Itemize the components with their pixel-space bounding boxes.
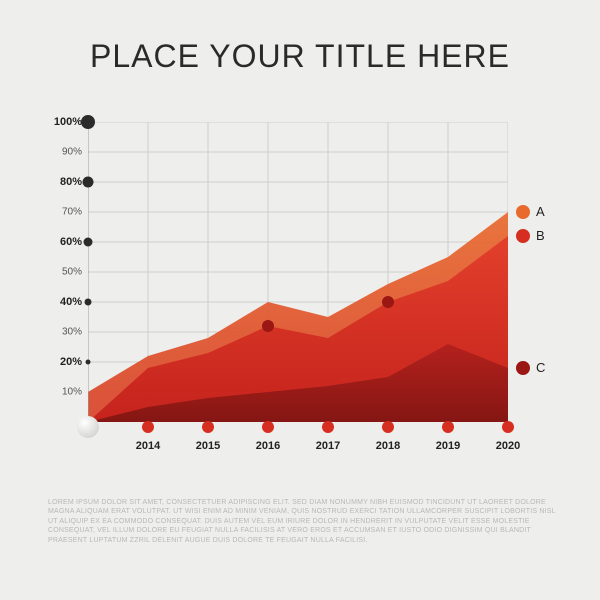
y-axis-marker: [84, 238, 93, 247]
x-tick-label: 2020: [496, 440, 520, 452]
data-point-marker: [262, 320, 274, 332]
plot-area: [88, 122, 508, 422]
y-tick-label: 100%: [54, 116, 82, 128]
x-axis-marker: [322, 421, 334, 433]
y-tick-label: 50%: [62, 267, 82, 278]
legend-item-A: A: [516, 204, 545, 219]
x-axis-marker: [202, 421, 214, 433]
area-chart: 100%90%80%70%60%50%40%30%20%10%201420152…: [48, 122, 550, 452]
y-tick-label: 60%: [60, 236, 82, 248]
y-tick-label: 90%: [62, 147, 82, 158]
origin-marker: [77, 416, 99, 438]
x-axis-marker: [382, 421, 394, 433]
legend-label: C: [536, 360, 545, 375]
legend-dot-icon: [516, 205, 530, 219]
legend-dot-icon: [516, 229, 530, 243]
y-axis-marker: [81, 115, 95, 129]
x-tick-label: 2019: [436, 440, 460, 452]
y-axis-marker: [85, 299, 92, 306]
y-tick-label: 40%: [60, 296, 82, 308]
y-tick-label: 30%: [62, 327, 82, 338]
x-tick-label: 2017: [316, 440, 340, 452]
legend-label: A: [536, 204, 545, 219]
y-tick-label: 70%: [62, 207, 82, 218]
y-axis-marker: [83, 177, 94, 188]
legend-label: B: [536, 228, 545, 243]
y-tick-label: 80%: [60, 176, 82, 188]
x-tick-label: 2014: [136, 440, 160, 452]
x-axis-marker: [502, 421, 514, 433]
x-tick-label: 2015: [196, 440, 220, 452]
legend-item-B: B: [516, 228, 545, 243]
x-axis-marker: [142, 421, 154, 433]
legend-dot-icon: [516, 361, 530, 375]
y-tick-label: 10%: [62, 387, 82, 398]
x-tick-label: 2016: [256, 440, 280, 452]
data-point-marker: [382, 296, 394, 308]
x-tick-label: 2018: [376, 440, 400, 452]
chart-title: PLACE YOUR TITLE HERE: [0, 0, 600, 75]
y-tick-label: 20%: [60, 356, 82, 368]
legend-item-C: C: [516, 360, 545, 375]
y-axis-marker: [86, 360, 91, 365]
x-axis-marker: [262, 421, 274, 433]
x-axis-marker: [442, 421, 454, 433]
footer-text: LOREM IPSUM DOLOR SIT AMET, CONSECTETUER…: [48, 498, 560, 545]
